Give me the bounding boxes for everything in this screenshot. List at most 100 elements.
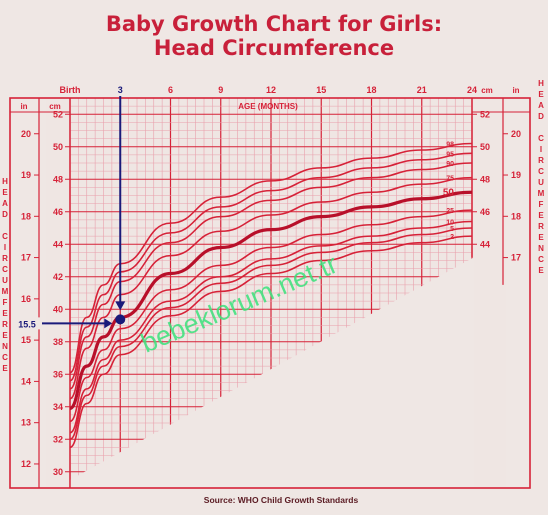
y-axis-label-left: E <box>2 309 8 318</box>
annotation-point <box>115 314 126 325</box>
in-tick-label-left: 13 <box>21 418 31 428</box>
chart-subtitle: Head Circumference <box>153 36 395 60</box>
in-tick-label-left: 15 <box>21 335 31 345</box>
percentile-label-75: 75 <box>446 176 454 183</box>
in-tick-label-right: 19 <box>511 170 521 180</box>
chart-title: Baby Growth Chart for Girls: <box>105 12 443 36</box>
y-axis-label-right: C <box>538 167 544 176</box>
y-axis-label-left: H <box>2 177 8 186</box>
x-tick-label: 6 <box>168 85 173 95</box>
cm-tick-label-left: 52 <box>53 109 63 119</box>
y-axis-label-right: E <box>538 211 544 220</box>
cm-tick-label-right: 46 <box>480 207 490 217</box>
in-tick-label-right: 17 <box>511 253 521 263</box>
in-tick-label-left: 14 <box>21 376 31 386</box>
percentile-curve-95 <box>69 152 473 382</box>
y-axis-label-left: F <box>3 298 8 307</box>
y-axis-label-right: R <box>538 222 544 231</box>
in-tick-label-left: 17 <box>21 253 31 263</box>
percentile-curve-25 <box>69 209 473 423</box>
y-axis-label-left: E <box>2 364 8 373</box>
x-tick-label: Birth <box>60 85 81 95</box>
y-axis-label-left: R <box>2 254 8 263</box>
cm-tick-label-left: 40 <box>53 304 63 314</box>
x-tick-label: 3 <box>118 85 123 95</box>
in-tick-label-left: 20 <box>21 129 31 139</box>
y-axis-label-left: N <box>2 342 8 351</box>
percentile-label-95: 95 <box>446 151 454 158</box>
percentile-label-98: 98 <box>446 142 454 149</box>
x-tick-label: 9 <box>218 85 223 95</box>
percentile-label-25: 25 <box>446 208 454 215</box>
y-axis-label-right: N <box>538 244 544 253</box>
x-tick-label: 24 <box>467 85 477 95</box>
lower-mask <box>70 257 474 490</box>
y-axis-label-left: R <box>2 320 8 329</box>
annotation-arrow-right <box>104 318 113 329</box>
in-tick-label-left: 18 <box>21 211 31 221</box>
cm-tick-label-left: 32 <box>53 434 63 444</box>
y-axis-label-right: C <box>538 134 544 143</box>
right-cm-unit: cm <box>481 86 493 95</box>
percentile-curve-50 <box>69 190 473 410</box>
y-axis-label-right: E <box>538 90 544 99</box>
y-axis-label-left: D <box>2 210 8 219</box>
y-axis-label-right: D <box>538 112 544 121</box>
annotation-arrow-down <box>115 301 126 311</box>
y-axis-label-right: E <box>538 266 544 275</box>
percentile-label-10: 10 <box>446 220 454 227</box>
percentile-curve-10 <box>69 220 473 434</box>
cm-tick-label-left: 30 <box>53 467 63 477</box>
y-axis-label-right: A <box>538 101 544 110</box>
x-tick-label: 18 <box>366 85 376 95</box>
y-axis-label-left: A <box>2 199 8 208</box>
y-axis-label-right: F <box>539 200 544 209</box>
cm-tick-label-right: 52 <box>480 109 490 119</box>
y-axis-label-left: E <box>2 331 8 340</box>
cm-tick-label-left: 46 <box>53 207 63 217</box>
percentile-curve-2 <box>69 235 473 449</box>
y-axis-label-left: M <box>2 287 9 296</box>
percentile-label-90: 90 <box>446 161 454 168</box>
percentile-label-5: 5 <box>450 226 454 233</box>
y-axis-label-right: U <box>538 178 544 187</box>
y-axis-label-right: I <box>540 145 542 154</box>
y-axis-label-left: U <box>2 276 8 285</box>
y-axis-label-left: E <box>2 188 8 197</box>
cm-tick-label-left: 38 <box>53 337 63 347</box>
y-axis-label-left: C <box>2 353 8 362</box>
in-tick-label-left: 19 <box>21 170 31 180</box>
cm-tick-label-right: 48 <box>480 174 490 184</box>
percentile-curve-75 <box>69 176 473 400</box>
y-axis-label-right: H <box>538 79 544 88</box>
in-tick-label-right: 20 <box>511 129 521 139</box>
in-tick-label-left: 16 <box>21 294 31 304</box>
left-cm-unit: cm <box>49 102 61 111</box>
left-in-unit: in <box>20 102 27 111</box>
y-axis-label-right: M <box>538 189 545 198</box>
y-axis-label-left: C <box>2 265 8 274</box>
y-axis-label-left: I <box>4 243 6 252</box>
cm-tick-label-left: 44 <box>53 239 63 249</box>
percentile-curve-5 <box>69 227 473 441</box>
cm-tick-label-right: 50 <box>480 142 490 152</box>
x-tick-label: 15 <box>316 85 326 95</box>
y-axis-label-right: E <box>538 233 544 242</box>
source-note: Source: WHO Child Growth Standards <box>204 495 359 505</box>
cm-tick-label-left: 34 <box>53 402 63 412</box>
cm-tick-label-left: 50 <box>53 142 63 152</box>
y-axis-label-right: C <box>538 255 544 264</box>
right-in-unit: in <box>512 86 519 95</box>
cm-tick-label-left: 48 <box>53 174 63 184</box>
percentile-label-50: 50 <box>443 187 455 198</box>
percentile-label-2: 2 <box>450 234 454 241</box>
x-tick-label: 12 <box>266 85 276 95</box>
x-axis-label: AGE (MONTHS) <box>238 102 298 111</box>
cm-tick-label-left: 42 <box>53 272 63 282</box>
annotation-label: 15.5 <box>18 319 36 329</box>
in-tick-label-left: 12 <box>21 459 31 469</box>
percentile-curve-98 <box>69 142 473 374</box>
percentile-curve-90 <box>69 162 473 390</box>
